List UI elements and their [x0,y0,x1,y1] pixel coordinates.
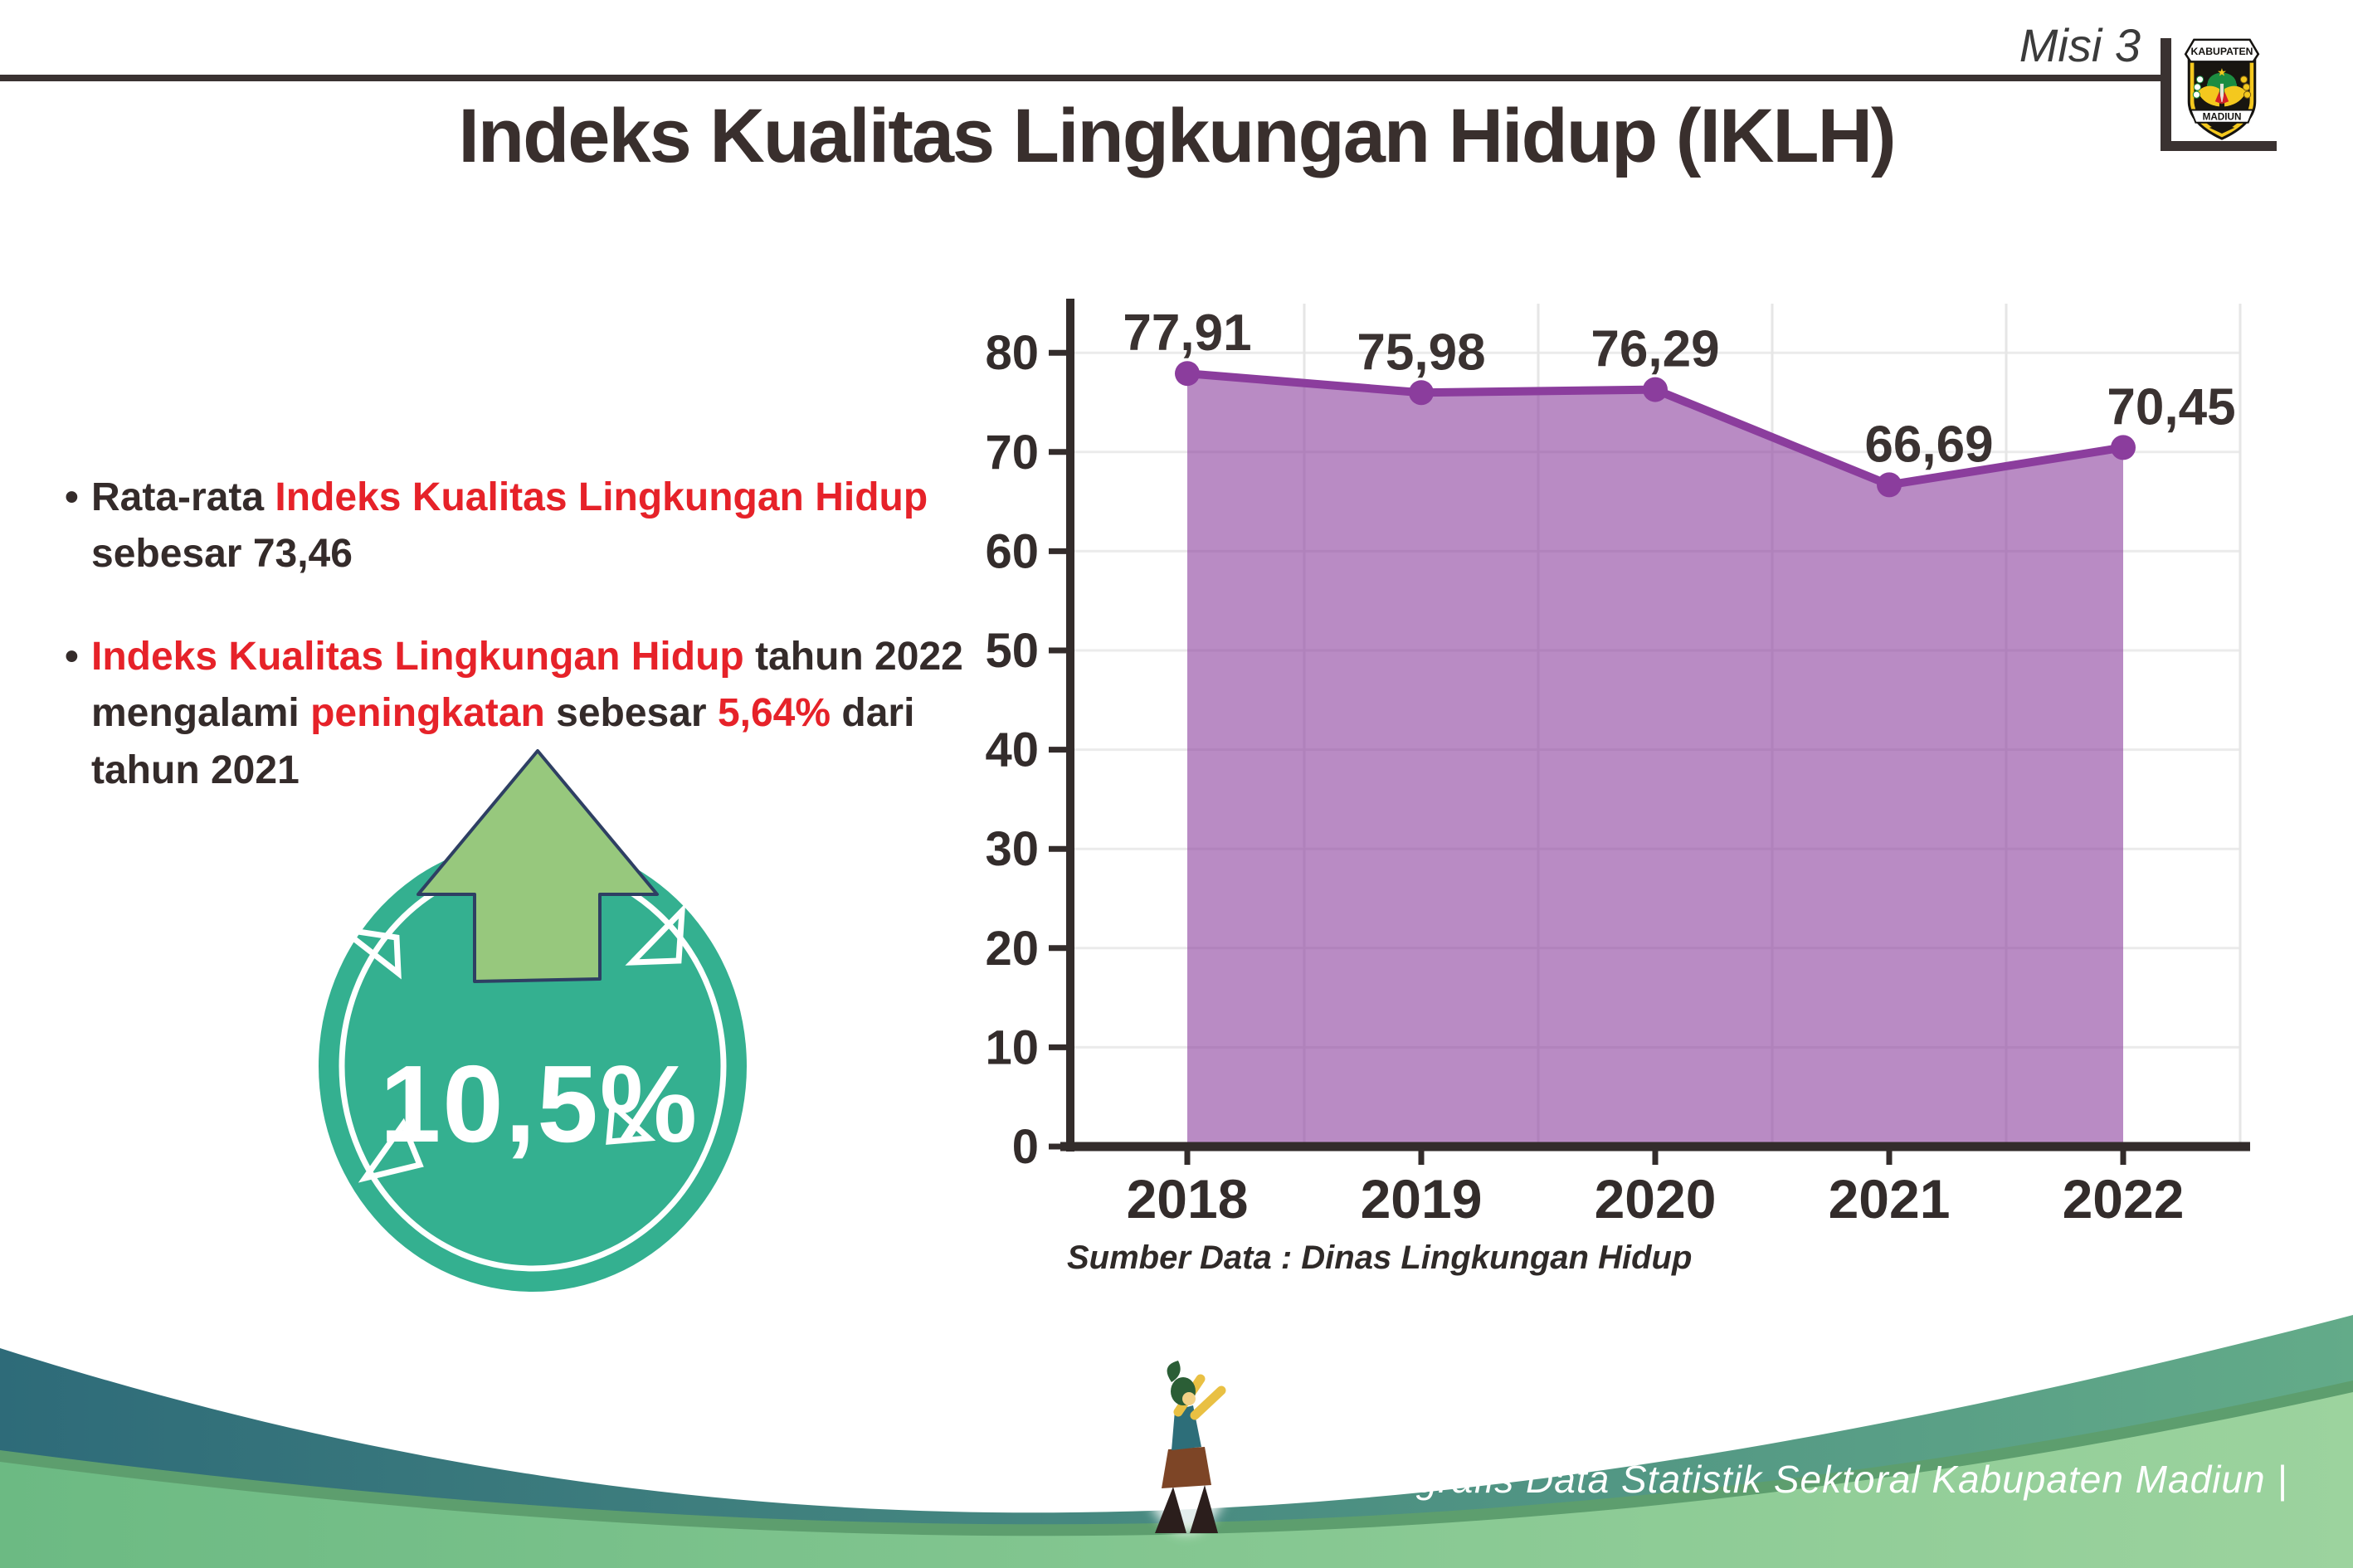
logo-top-text: KABUPATEN [2191,46,2253,57]
logo-wheat-icon [2239,75,2248,84]
logo-bracket-vertical [2161,38,2171,144]
badge-spark-triangle [606,1098,656,1145]
bullet2-seg3: peningkatan [310,691,545,736]
y-tick-label: 80 [985,326,1039,380]
bullet1-seg2: Indeks Kualitas Lingkungan Hidup [275,475,928,519]
iklh-area-chart: 0 10 20 30 40 50 60 70 80 2018 2019 2020 2021 2022 77,… [985,299,2250,1230]
logo-left-wing-icon [2197,85,2219,107]
bullet2-seg5: 5,64% [717,691,831,736]
badge-value: 10,5% [379,1043,699,1165]
logo-cotton-icon [2195,75,2204,84]
point-label: 75,98 [1357,324,1485,381]
badge-spark-triangle [358,1118,424,1183]
point-label: 70,45 [2107,378,2235,436]
logo-right-wing-icon [2224,85,2247,107]
mascot-leaf-hat [1167,1361,1181,1382]
logo-bracket-horizontal [2161,141,2277,151]
mascot-arm [1190,1385,1226,1420]
logo-cotton-icon [2193,83,2202,91]
logo-base-wing [2209,124,2235,134]
bullet2-seg2: tahun 2022 mengalami [91,635,963,736]
header-rule [0,75,2162,81]
wave-green [0,1392,2353,1568]
logo-top-banner [2184,38,2260,63]
badge-spark-triangle [331,924,402,980]
footer-wave [0,1315,2353,1568]
bullet-item-increase: • Indeks Kualitas Lingkungan Hidup tahun … [65,629,994,798]
logo-keris-icon [2219,83,2224,103]
data-point [1175,361,1200,387]
mascot-leg [1190,1485,1218,1533]
y-tick-label: 10 [985,1020,1039,1074]
bullet-list: • Rata-rata Indeks Kualitas Lingkungan Hi… [65,470,994,845]
x-tick-label: 2021 [1829,1168,1951,1230]
logo-star-icon: ★ [2217,66,2227,79]
y-tick-label: 20 [985,922,1039,976]
x-tick-label: 2019 [1361,1168,1483,1230]
y-tick-label: 0 [1012,1120,1039,1174]
badge-spark-triangle [625,903,686,966]
data-point [1409,380,1434,406]
y-tick-label: 60 [985,524,1039,578]
page-title: Indeks Kualitas Lingkungan Hidup (IKLH) [458,94,1896,178]
y-tick-label: 50 [985,624,1039,678]
logo-wheat-icon [2243,90,2252,99]
footer-credit: Media Infografis Data Statistik Sektoral… [1230,1458,2288,1501]
bullet-item-average: • Rata-rata Indeks Kualitas Lingkungan Hi… [65,470,994,582]
x-tick-label: 2018 [1127,1168,1249,1230]
kabupaten-madiun-logo-icon: KABUPATEN ★ MADIUN [2184,38,2260,140]
data-point [1877,472,1902,498]
bullet2-seg6: dari tahun 2021 [91,691,915,792]
increase-badge [319,749,747,1292]
y-tick-label: 70 [985,426,1039,480]
point-label: 77,91 [1123,304,1251,362]
y-tick-label: 30 [985,822,1039,876]
mascot [1140,1361,1233,1533]
logo-cotton-icon [2192,90,2201,99]
bullet2-seg4: sebesar [544,691,718,736]
y-tick-label: 40 [985,723,1039,777]
logo-flame-icon [2222,91,2229,105]
mascot-skirt [1162,1447,1211,1488]
data-point [1643,377,1668,402]
point-label: 66,69 [1864,416,1993,473]
misi-label: Misi 3 [2019,19,2141,71]
bullet2-seg1: Indeks Kualitas Lingkungan Hidup [91,635,744,679]
bullet-dot: • [65,475,79,519]
x-tick-label: 2020 [1595,1168,1717,1230]
bullet-dot: • [65,635,79,679]
chart-source: Sumber Data : Dinas Lingkungan Hidup [1067,1239,1693,1276]
bullet1-seg1: Rata-rata [91,475,275,519]
logo-bottom-text: MADIUN [2203,112,2242,123]
area-fill [1187,373,2123,1147]
x-tick-label: 2022 [2063,1168,2185,1230]
bullet1-seg3: sebesar 73,46 [91,532,353,577]
data-point [2111,435,2136,460]
logo-bottom-banner [2189,109,2255,124]
point-label: 76,29 [1591,321,1719,378]
arrow-up-icon [417,749,659,983]
mascot-face [1182,1392,1196,1405]
mascot-leg [1155,1487,1186,1533]
logo-flame-icon [2214,91,2222,105]
logo-wheat-icon [2242,83,2251,91]
